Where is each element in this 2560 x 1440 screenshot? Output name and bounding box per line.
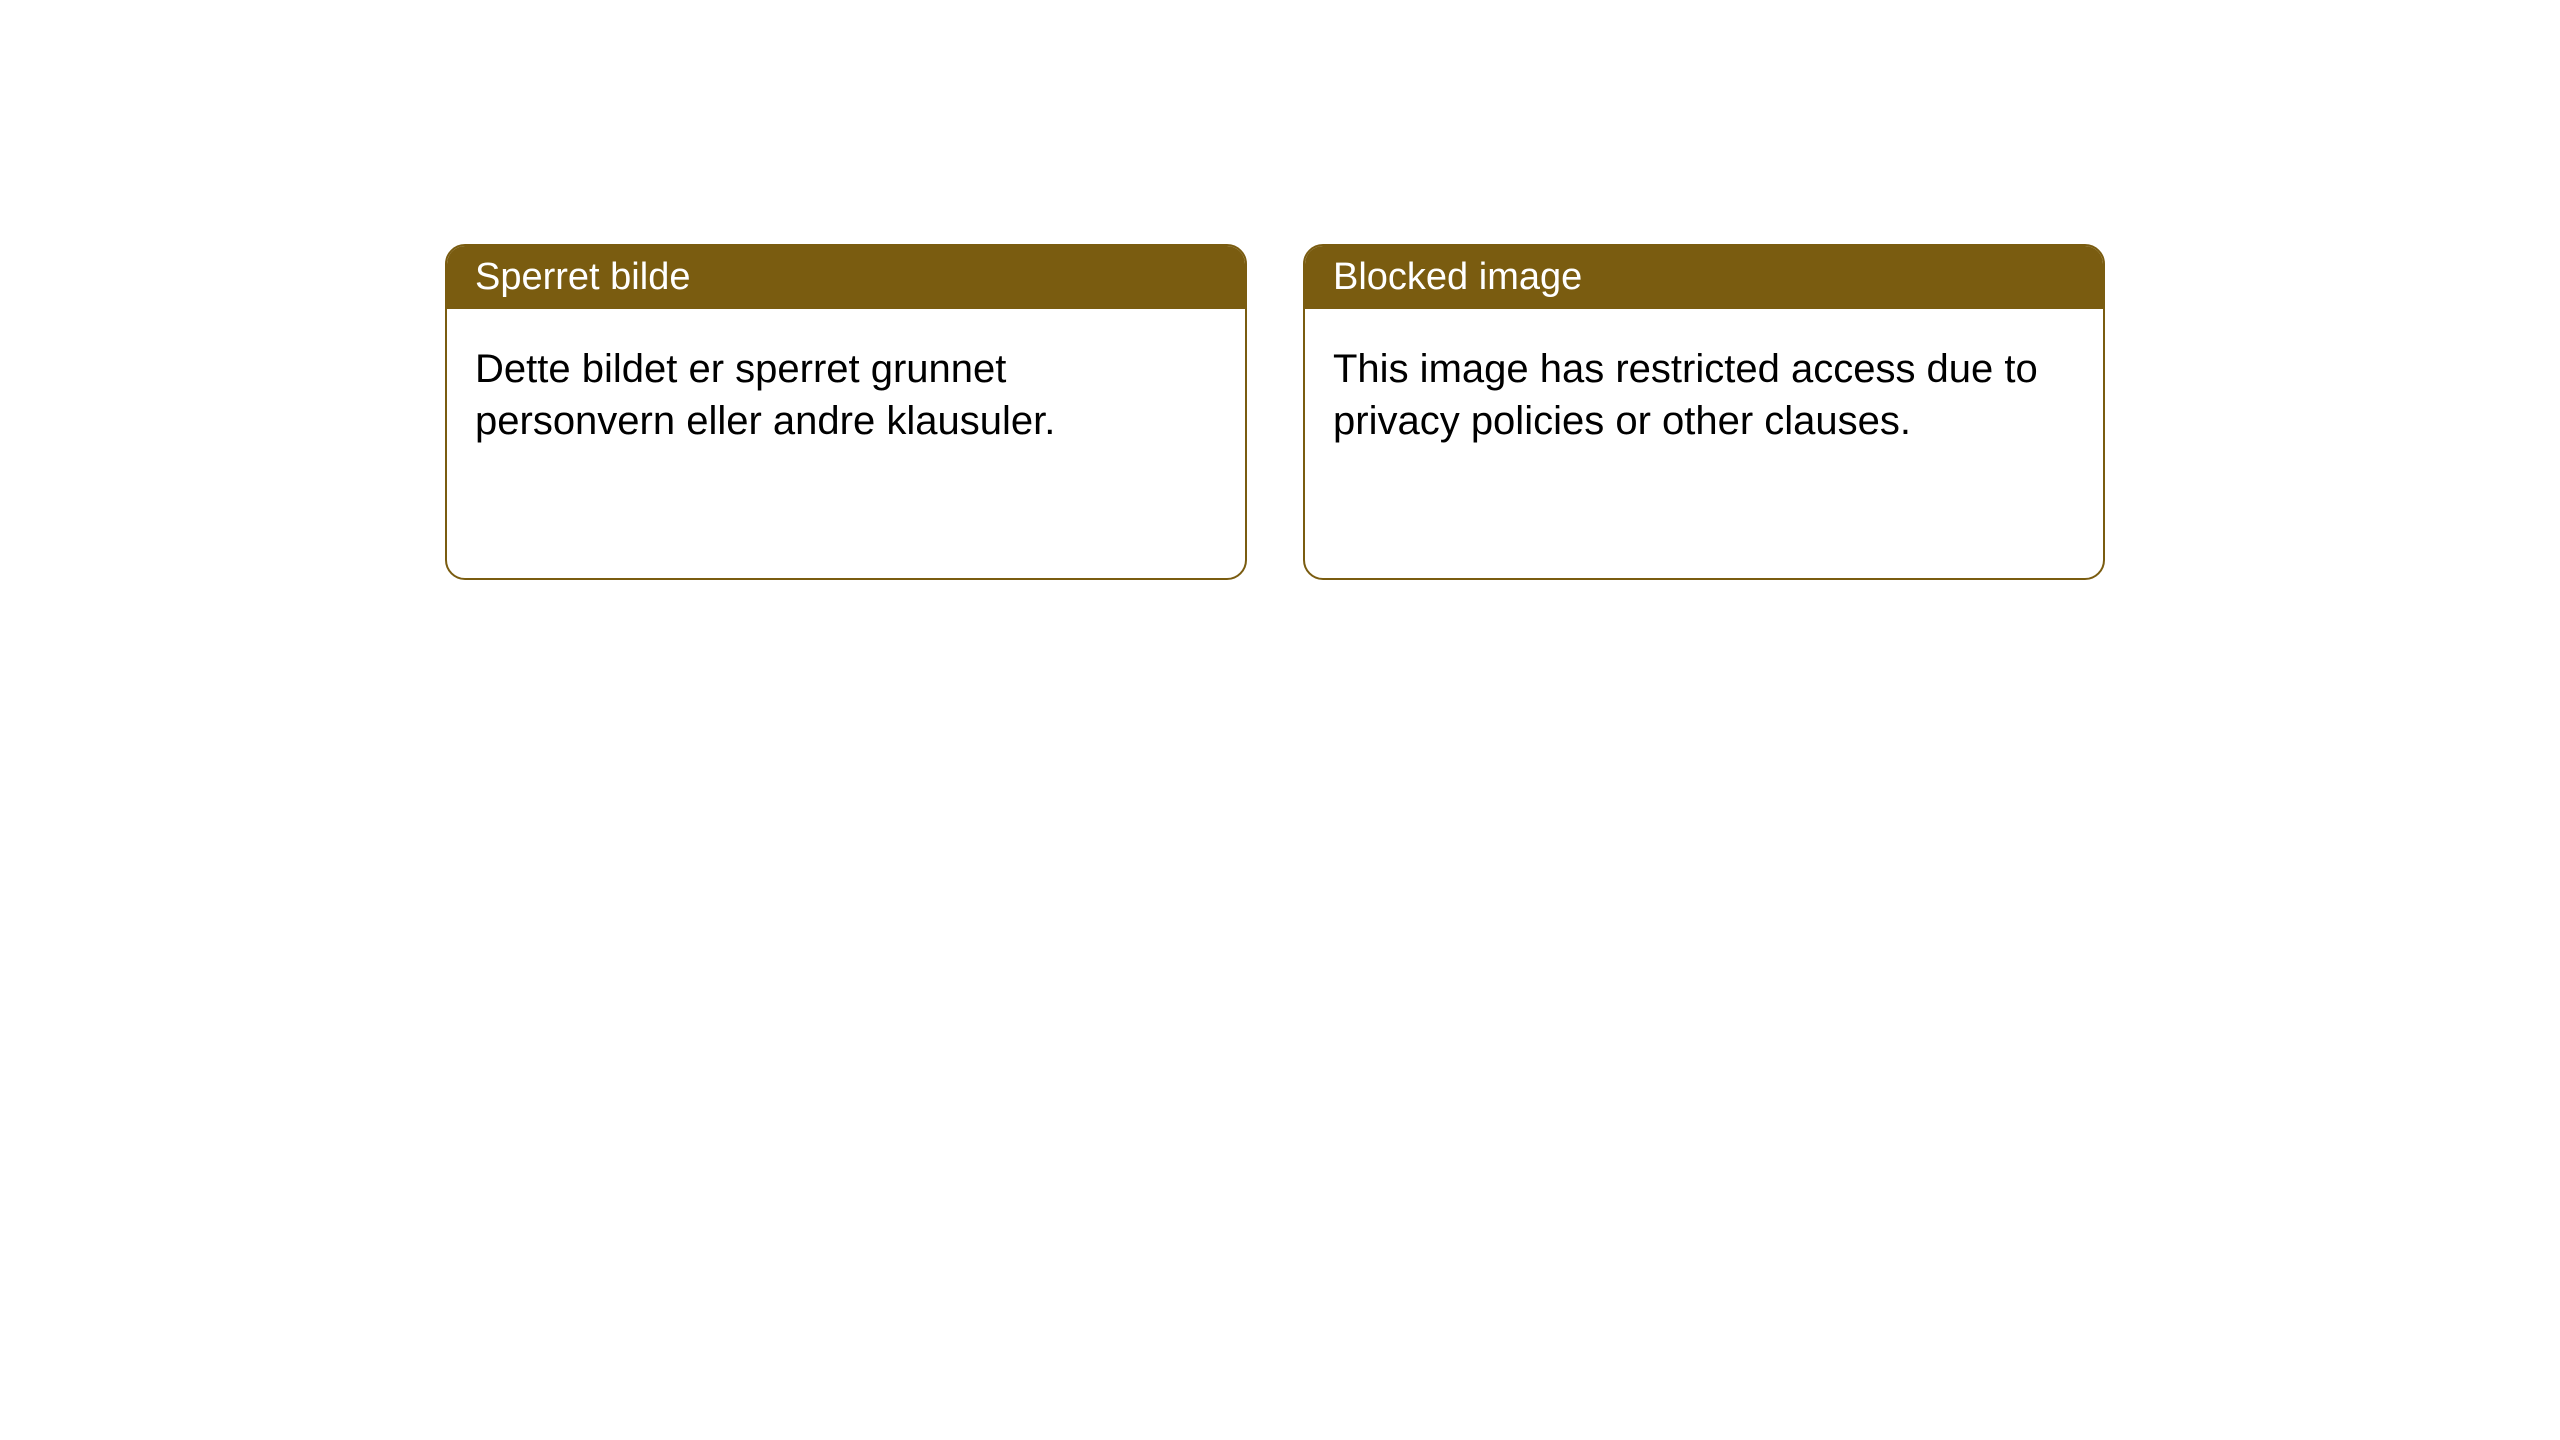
notice-card-norwegian: Sperret bilde Dette bildet er sperret gr…	[445, 244, 1247, 580]
notice-container: Sperret bilde Dette bildet er sperret gr…	[0, 0, 2560, 580]
notice-body: Dette bildet er sperret grunnet personve…	[447, 309, 1245, 481]
notice-body: This image has restricted access due to …	[1305, 309, 2103, 481]
notice-header: Sperret bilde	[447, 246, 1245, 309]
notice-card-english: Blocked image This image has restricted …	[1303, 244, 2105, 580]
notice-header: Blocked image	[1305, 246, 2103, 309]
